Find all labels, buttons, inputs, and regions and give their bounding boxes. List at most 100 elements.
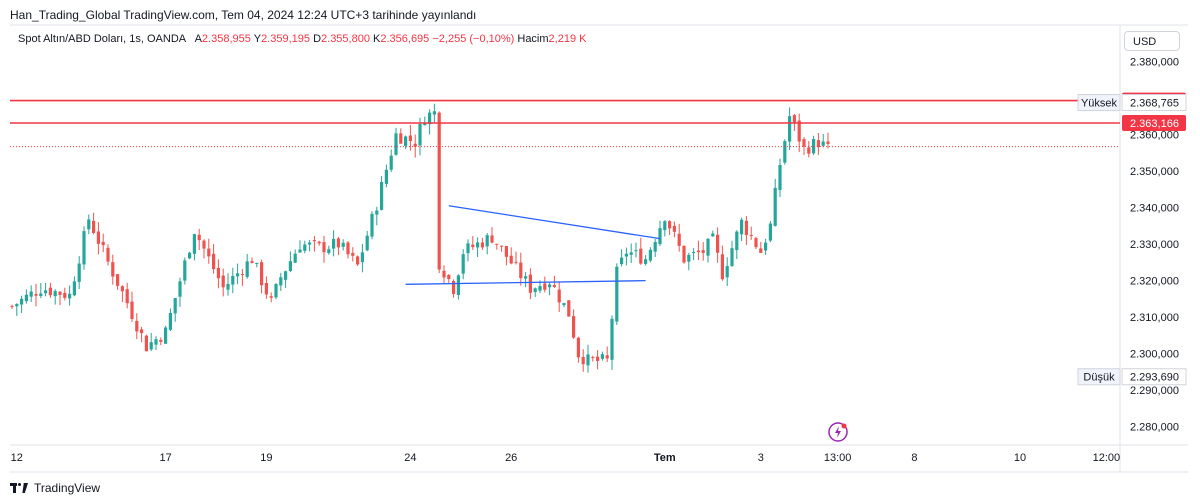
stat-price-label: 2.368,765 xyxy=(1130,98,1179,110)
candle-body xyxy=(308,242,312,245)
candle-body xyxy=(749,234,753,237)
x-tick-label: 12:00 xyxy=(1093,452,1121,464)
candle-body xyxy=(274,284,278,298)
candle-body xyxy=(58,291,62,295)
currency-selector[interactable]: USD xyxy=(1124,31,1180,51)
candle-body xyxy=(452,280,456,295)
footer-brand: TradingView xyxy=(10,481,100,495)
x-tick-label: 17 xyxy=(159,452,171,464)
candle-body xyxy=(125,289,129,304)
candle-body xyxy=(816,140,820,148)
trendline xyxy=(405,280,646,285)
candle-body xyxy=(605,355,609,359)
y-tick-label: 2.280,000 xyxy=(1130,422,1179,434)
candle-body xyxy=(44,290,48,294)
candle-body xyxy=(365,235,369,251)
candle-body xyxy=(581,356,585,365)
candle-body xyxy=(192,234,196,254)
candle-body xyxy=(92,220,96,233)
candle-body xyxy=(504,246,508,257)
candle-body xyxy=(327,249,331,254)
publish-header: Han_Trading_Global TradingView.com, Tem … xyxy=(10,8,477,22)
close-label: K xyxy=(373,33,381,45)
x-tick-label: 19 xyxy=(260,452,272,464)
candle-body xyxy=(39,293,43,297)
candle-body xyxy=(802,139,806,147)
candle-body xyxy=(456,275,460,296)
candle-body xyxy=(394,133,398,155)
y-tick-label: 2.310,000 xyxy=(1130,312,1179,324)
tradingview-logo-icon xyxy=(10,483,28,493)
candle-body xyxy=(490,235,494,243)
candle-body xyxy=(168,312,172,330)
y-tick-label: 2.380,000 xyxy=(1130,57,1179,69)
candle-body xyxy=(706,238,710,256)
candle-body xyxy=(543,283,547,290)
x-tick-label: 13:00 xyxy=(824,452,852,464)
candle-body xyxy=(768,223,772,241)
candle-body xyxy=(202,240,206,249)
candle-body xyxy=(759,248,763,253)
lightning-bolt xyxy=(835,426,841,438)
candle-body xyxy=(10,305,14,307)
candle-body xyxy=(797,120,801,142)
candle-body xyxy=(586,354,590,366)
candle-body xyxy=(178,281,182,297)
candle-body xyxy=(538,286,542,291)
stat-name-tag xyxy=(1077,368,1121,386)
candle-body xyxy=(116,274,120,286)
candle-body xyxy=(240,274,244,276)
candle-body xyxy=(476,242,480,248)
change-value: −2,255 (−0,10%) xyxy=(432,33,515,45)
candle-body xyxy=(144,335,148,352)
candle-body xyxy=(428,112,432,125)
candle-body xyxy=(336,238,340,248)
candle-body xyxy=(207,248,211,257)
candle-body xyxy=(692,251,696,253)
low-label: D xyxy=(313,33,322,45)
candle-body xyxy=(677,233,681,246)
candle-body xyxy=(29,291,33,297)
candle-body xyxy=(389,155,393,170)
candle-body xyxy=(615,266,619,322)
candle-body xyxy=(120,286,124,292)
volume-label: Hacim xyxy=(517,33,549,45)
volume-value: 2,219 K xyxy=(548,33,587,45)
symbol-label[interactable]: Spot Altın/ABD Doları, 1s, OANDA xyxy=(18,33,187,45)
candle-body xyxy=(812,139,816,154)
candle-body xyxy=(696,250,700,253)
candle-body xyxy=(399,133,403,144)
candle-body xyxy=(548,284,552,288)
candle-body xyxy=(648,249,652,261)
candle-body xyxy=(471,244,475,248)
candle-body xyxy=(533,288,537,293)
candle-body xyxy=(154,339,158,345)
candle-body xyxy=(644,259,648,264)
candle-body xyxy=(596,356,600,361)
candle-body xyxy=(620,257,624,265)
candle-body xyxy=(260,262,264,286)
candle-body xyxy=(572,316,576,338)
candle-body xyxy=(34,293,38,296)
candle-body xyxy=(725,266,729,278)
candle-body xyxy=(783,141,787,163)
candle-body xyxy=(197,234,201,241)
candle-body xyxy=(509,255,513,264)
x-tick-label: 8 xyxy=(911,452,917,464)
candle-body xyxy=(255,262,259,264)
candle-body xyxy=(408,135,412,142)
candle-body xyxy=(404,136,408,146)
candle-body xyxy=(591,357,595,359)
candle-body xyxy=(528,274,532,293)
candle-body xyxy=(24,294,28,302)
candle-body xyxy=(744,220,748,236)
candle-body xyxy=(610,318,614,360)
candle-body xyxy=(96,231,100,244)
candle-body xyxy=(716,234,720,253)
brand-name: TradingView xyxy=(34,481,101,495)
candle-body xyxy=(20,298,24,305)
candle-body xyxy=(317,241,321,244)
candle-body xyxy=(792,115,796,123)
stat-name-label: Yüksek xyxy=(1081,98,1118,110)
